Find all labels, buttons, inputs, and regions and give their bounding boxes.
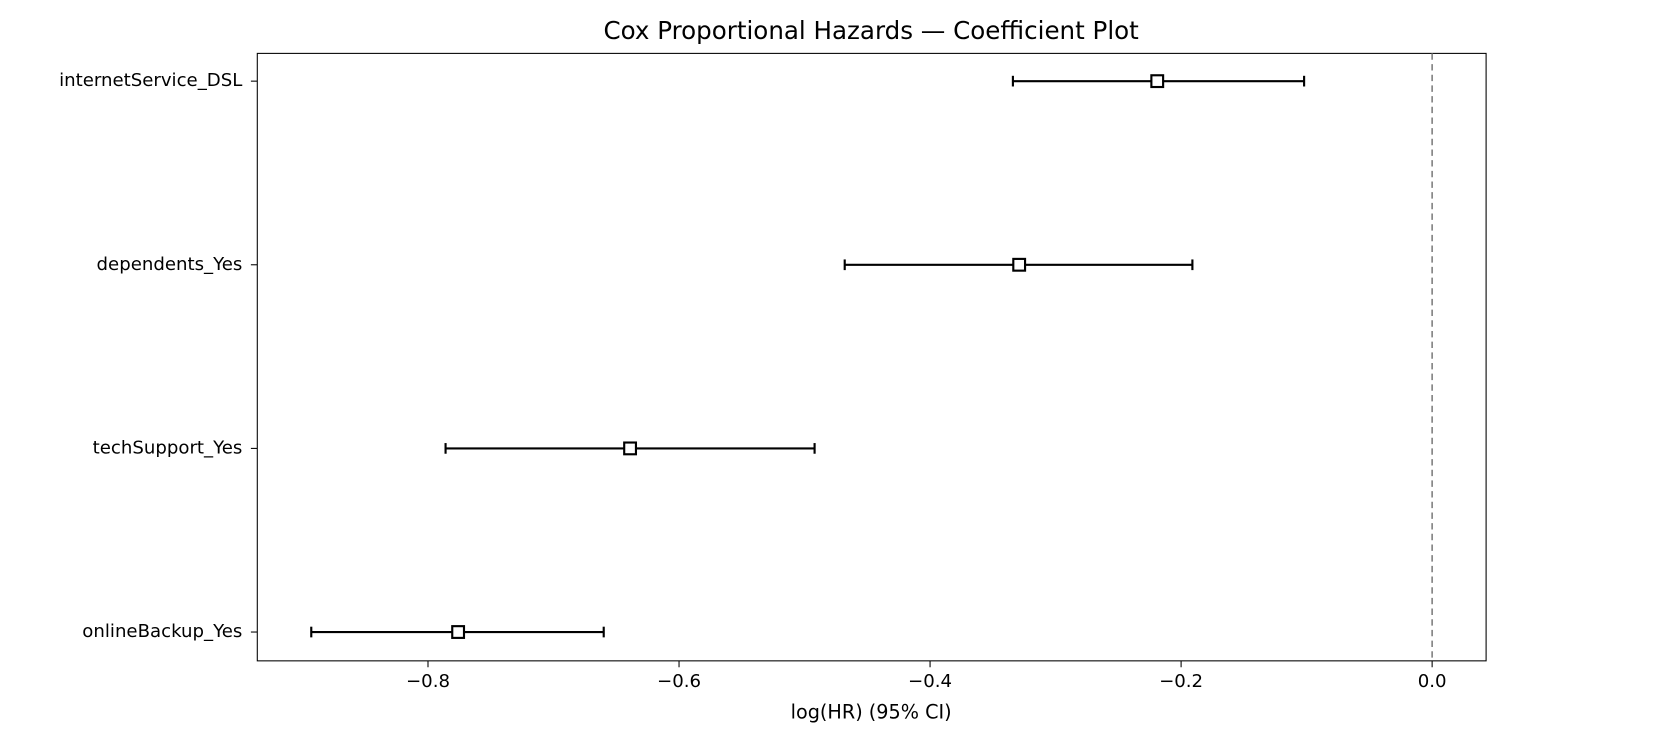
x-tick-label: −0.4 [908,671,952,692]
x-tick-label: 0.0 [1418,671,1447,692]
coefficient-marker [623,441,638,456]
x-tick-label: −0.6 [657,671,701,692]
y-tick-label: dependents_Yes [97,254,243,275]
y-tick-label: techSupport_Yes [93,437,243,458]
coefficient-marker [1150,74,1165,89]
y-tick-label: onlineBackup_Yes [82,621,242,642]
x-tick-label: −0.8 [406,671,450,692]
coefficient-marker [451,625,466,639]
x-tick-label: −0.2 [1159,671,1203,692]
plot-frame [256,52,1487,662]
coefficient-marker [1012,257,1027,272]
y-tick-label: internetService_DSL [59,70,242,91]
chart-title: Cox Proportional Hazards — Coefficient P… [603,16,1139,45]
x-axis-label: log(HR) (95% CI) [791,701,952,724]
